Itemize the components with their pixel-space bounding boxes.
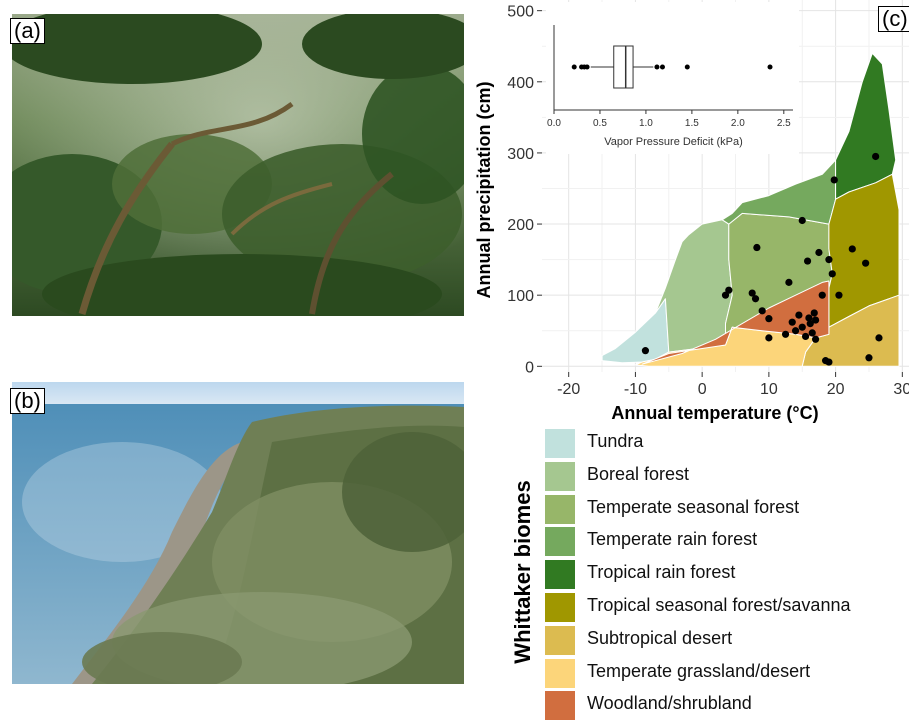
forest-photo — [12, 14, 464, 316]
x-axis-label: Annual temperature (°C) — [611, 403, 818, 423]
site-point — [751, 295, 760, 303]
legend-label: Temperate rain forest — [587, 529, 758, 550]
site-point — [725, 286, 733, 294]
panel-b-label: (b) — [10, 388, 45, 414]
site-point — [810, 309, 818, 317]
site-point — [748, 289, 756, 297]
x-tick-label: -20 — [557, 381, 580, 398]
site-point — [825, 256, 833, 264]
site-point — [791, 327, 800, 335]
site-point — [811, 335, 820, 343]
legend-label: Tropical rain forest — [587, 562, 736, 583]
site-point — [835, 291, 843, 299]
inset-tick-label: 1.5 — [685, 118, 699, 129]
x-tick-label: -10 — [624, 381, 647, 398]
x-tick-label: 10 — [760, 381, 778, 398]
legend-label: Woodland/shrubland — [587, 693, 752, 714]
whittaker-chart: -20 -10 0 10 20 30 0 100 200 300 400 500 0.0 0.5 1.0 1… — [470, 0, 909, 430]
site-point — [758, 307, 766, 315]
site-point — [803, 257, 812, 265]
legend-swatch — [545, 429, 575, 458]
site-point — [811, 316, 820, 324]
y-axis-label: Annual precipitation (cm) — [474, 81, 494, 298]
site-point — [798, 216, 806, 225]
y-tick-label: 500 — [507, 4, 534, 21]
site-point — [785, 278, 793, 286]
site-point — [875, 334, 883, 342]
legend-label: Boreal forest — [587, 463, 690, 484]
site-point — [815, 248, 823, 257]
inset-outlier — [767, 64, 773, 70]
site-point — [795, 311, 803, 319]
y-tick-label: 100 — [507, 288, 534, 305]
legend-swatch — [545, 658, 575, 688]
inset-x-label: Vapor Pressure Deficit (kPa) — [604, 136, 743, 148]
inset-tick-label: 1.0 — [639, 118, 653, 129]
site-point — [641, 347, 650, 355]
x-tick-label: 0 — [698, 381, 707, 398]
legend-label: Tundra — [587, 431, 644, 451]
site-point — [788, 318, 796, 326]
legend-title: Whittaker biomes — [505, 425, 541, 718]
inset-background — [546, 2, 799, 154]
legend-swatch — [545, 560, 575, 590]
legend-title-text: Whittaker biomes — [510, 479, 535, 664]
site-point — [818, 291, 826, 299]
inset-outlier — [659, 64, 665, 70]
site-point — [865, 354, 873, 362]
legend-swatch — [545, 691, 575, 721]
inset-outlier — [571, 64, 577, 70]
biome-region — [721, 159, 837, 225]
site-point — [862, 259, 870, 267]
site-point — [806, 320, 814, 328]
legend-swatch — [545, 625, 575, 655]
legend-swatch — [545, 494, 575, 524]
legend-label: Subtropical desert — [587, 627, 733, 648]
y-tick-label: 200 — [507, 217, 534, 234]
panel-a-label: (a) — [10, 18, 45, 44]
y-tick-label: 0 — [525, 359, 534, 376]
site-point — [805, 314, 813, 322]
biome-legend: Whittaker biomes Tundra Boreal forest Temp… — [505, 425, 909, 721]
site-point — [872, 152, 880, 161]
inset-outlier — [584, 64, 590, 70]
site-point — [781, 330, 790, 338]
site-point — [830, 176, 838, 184]
legend-swatch — [545, 527, 575, 557]
site-point — [765, 334, 773, 342]
y-tick-label: 300 — [507, 146, 534, 163]
coast-photo — [12, 382, 464, 684]
inset-tick-label: 0.5 — [593, 118, 607, 129]
site-point — [753, 243, 761, 252]
inset-outlier — [684, 64, 690, 70]
x-tick-label: 30 — [893, 381, 909, 398]
inset-tick-label: 0.0 — [547, 118, 561, 129]
site-point — [798, 323, 806, 331]
panel-c-label: (c) — [878, 6, 909, 32]
legend-swatch — [545, 593, 575, 622]
inset-tick-label: 2.5 — [777, 118, 791, 129]
site-point — [765, 315, 773, 323]
inset-tick-label: 2.0 — [731, 118, 745, 129]
site-point — [808, 329, 816, 337]
inset-box — [613, 45, 634, 89]
x-tick-label: 20 — [827, 381, 845, 398]
inset-outlier — [654, 64, 660, 70]
legend-swatch — [545, 461, 575, 491]
legend-label: Temperate grassland/desert — [587, 660, 811, 681]
legend-label: Tropical seasonal forest/savanna — [587, 595, 851, 615]
y-tick-label: 400 — [507, 75, 534, 92]
site-point — [828, 270, 836, 278]
site-point — [848, 245, 856, 253]
site-point — [825, 358, 833, 366]
biome-region — [641, 280, 830, 365]
legend-label: Temperate seasonal forest — [587, 496, 800, 517]
site-point — [801, 332, 810, 341]
